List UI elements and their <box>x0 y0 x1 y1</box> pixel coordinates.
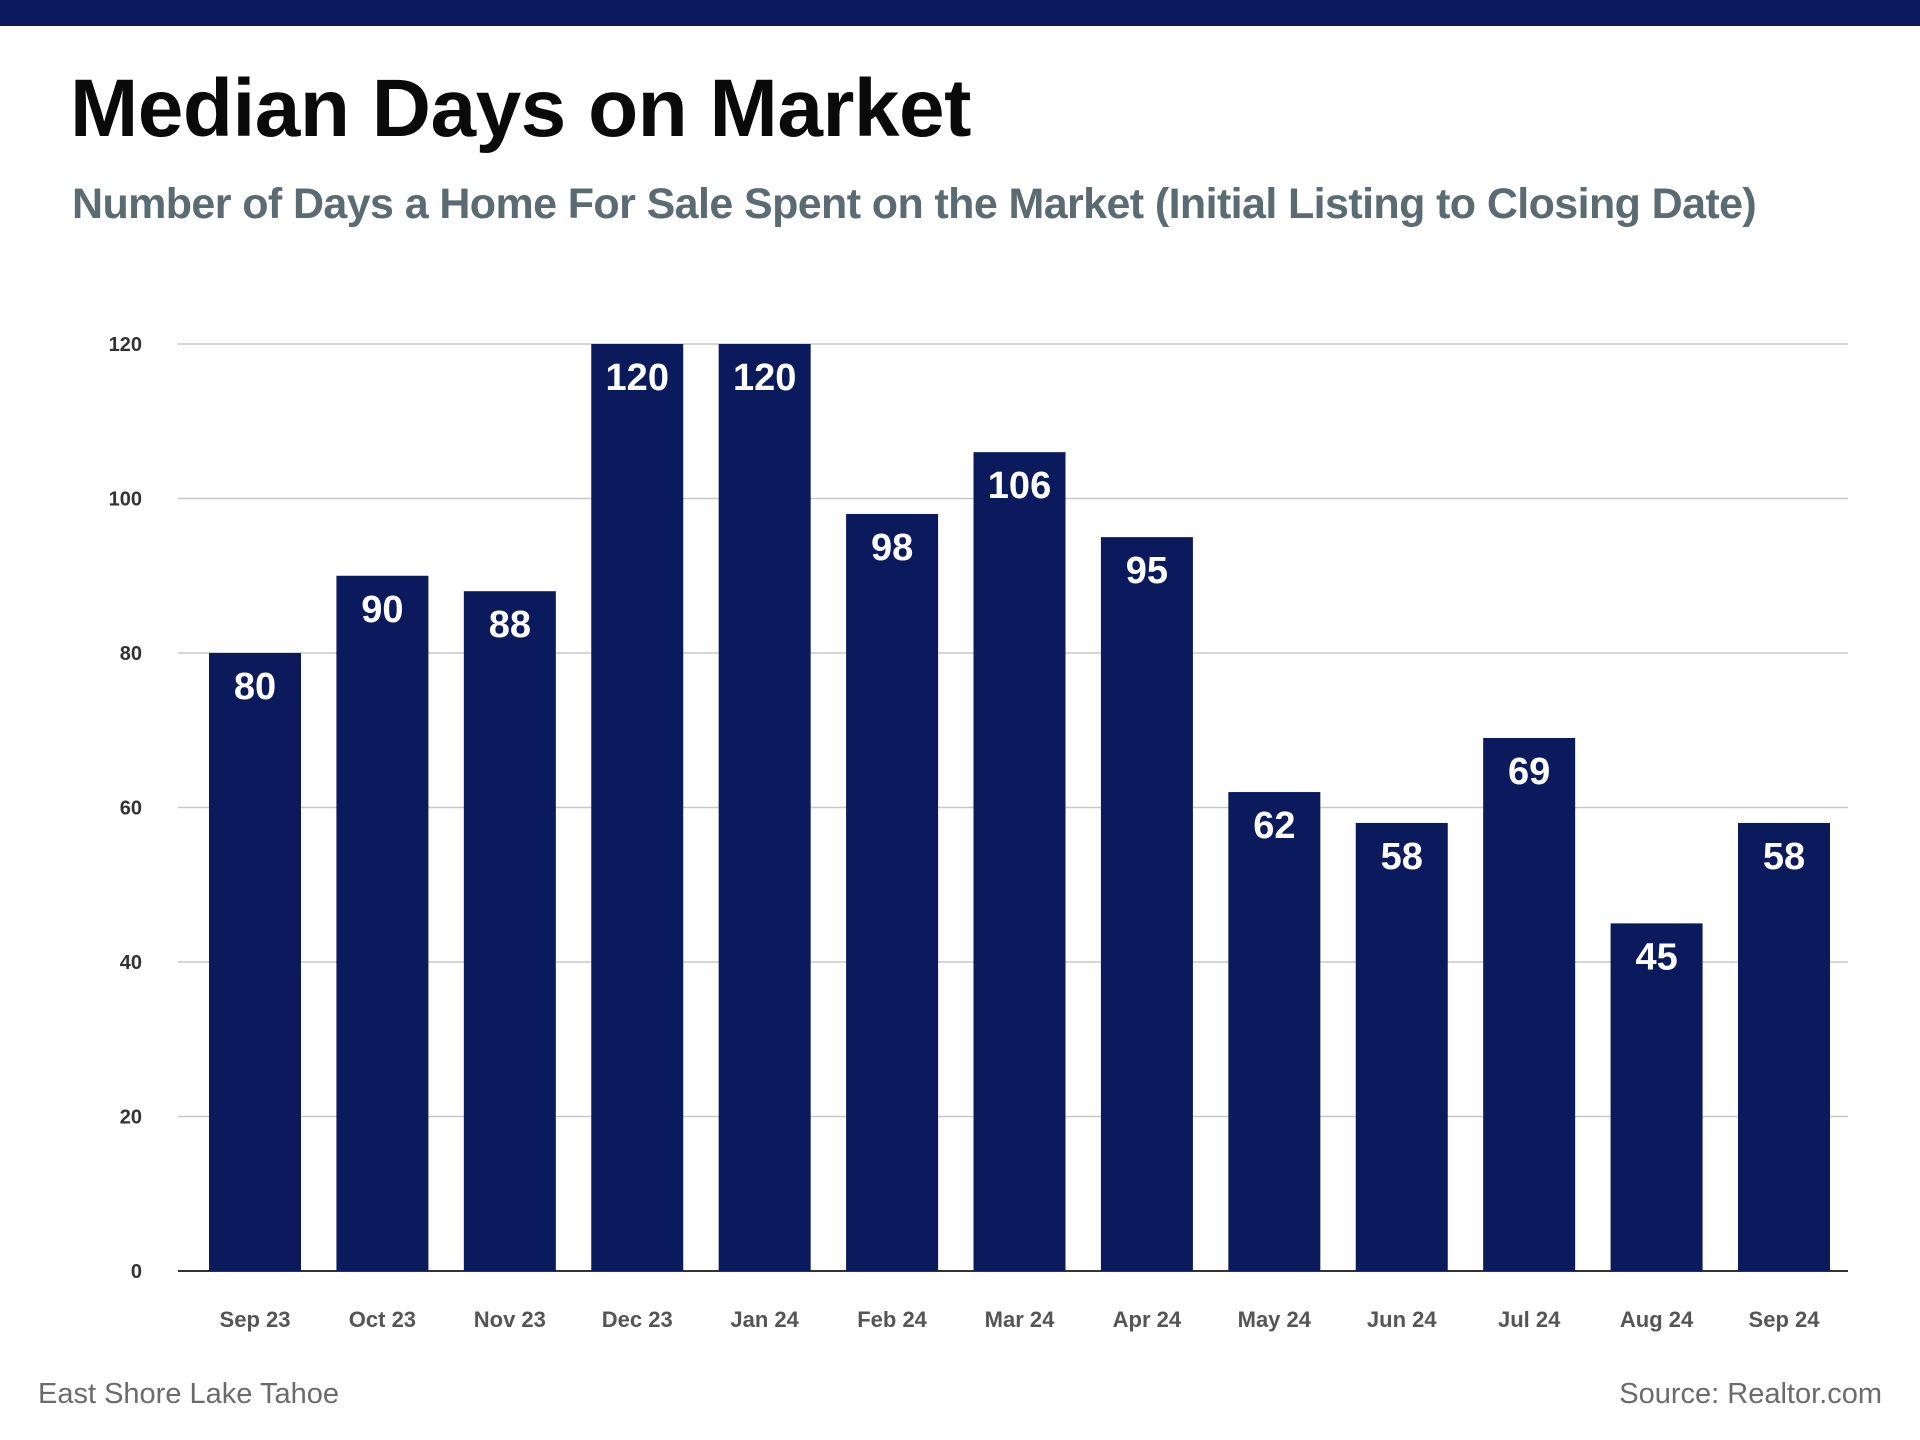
x-tick-label: Mar 24 <box>985 1307 1055 1332</box>
top-accent-bar <box>0 0 1920 26</box>
data-label: 45 <box>1635 936 1677 978</box>
footer-source: Source: Realtor.com <box>1619 1378 1882 1410</box>
x-tick-label: Feb 24 <box>857 1307 927 1332</box>
data-label: 80 <box>234 666 276 708</box>
bar <box>1228 792 1321 1271</box>
bar <box>718 344 811 1271</box>
chart-subtitle: Number of Days a Home For Sale Spent on … <box>72 180 1757 228</box>
x-tick-label: Jul 24 <box>1498 1307 1561 1332</box>
x-tick-label: Nov 23 <box>474 1307 546 1332</box>
y-tick-label: 20 <box>120 1107 142 1129</box>
x-tick-label: Dec 23 <box>602 1307 673 1332</box>
bar <box>591 344 684 1271</box>
data-label: 58 <box>1763 836 1805 878</box>
bar <box>1738 822 1830 1271</box>
bar <box>973 452 1066 1271</box>
bars <box>209 344 1830 1271</box>
bar <box>463 591 556 1271</box>
y-tick-label: 120 <box>109 334 142 356</box>
x-tick-label: Sep 23 <box>220 1307 291 1332</box>
data-label: 120 <box>606 357 669 399</box>
x-tick-label: Jun 24 <box>1367 1307 1437 1332</box>
y-tick-label: 80 <box>120 643 142 665</box>
x-tick-label: Sep 24 <box>1749 1307 1821 1332</box>
chart-title: Median Days on Market <box>70 63 971 154</box>
bar <box>1610 923 1703 1271</box>
data-label: 98 <box>871 527 913 569</box>
data-label: 95 <box>1126 550 1168 592</box>
x-tick-label: Apr 24 <box>1113 1307 1182 1332</box>
x-tick-label: Aug 24 <box>1620 1307 1694 1332</box>
data-labels: 80 90 88 120 120 98 106 95 62 58 69 45 58 <box>234 357 1805 978</box>
y-tick-label: 0 <box>131 1261 142 1283</box>
data-label: 58 <box>1381 836 1423 878</box>
x-axis-ticks: Sep 23 Oct 23 Nov 23 Dec 23 Jan 24 Feb 24 Mar … <box>220 1307 1821 1332</box>
bar <box>846 513 939 1271</box>
y-tick-label: 100 <box>109 489 142 511</box>
bar <box>1355 822 1448 1271</box>
bar <box>1100 537 1193 1271</box>
data-label: 120 <box>733 357 796 399</box>
data-label: 90 <box>361 589 403 631</box>
bar <box>1483 737 1576 1271</box>
data-label: 69 <box>1508 751 1550 793</box>
y-tick-label: 40 <box>120 952 142 974</box>
bar <box>209 653 301 1271</box>
footer-location: East Shore Lake Tahoe <box>38 1378 339 1410</box>
data-label: 62 <box>1253 805 1295 847</box>
y-axis-ticks: 0 20 40 60 80 100 120 <box>109 334 142 1283</box>
y-tick-label: 60 <box>120 798 142 820</box>
data-label: 88 <box>489 604 531 646</box>
bar <box>336 575 429 1271</box>
x-tick-label: May 24 <box>1238 1307 1312 1332</box>
x-tick-label: Oct 23 <box>349 1307 416 1332</box>
data-label: 106 <box>988 465 1051 507</box>
x-tick-label: Jan 24 <box>730 1307 799 1332</box>
